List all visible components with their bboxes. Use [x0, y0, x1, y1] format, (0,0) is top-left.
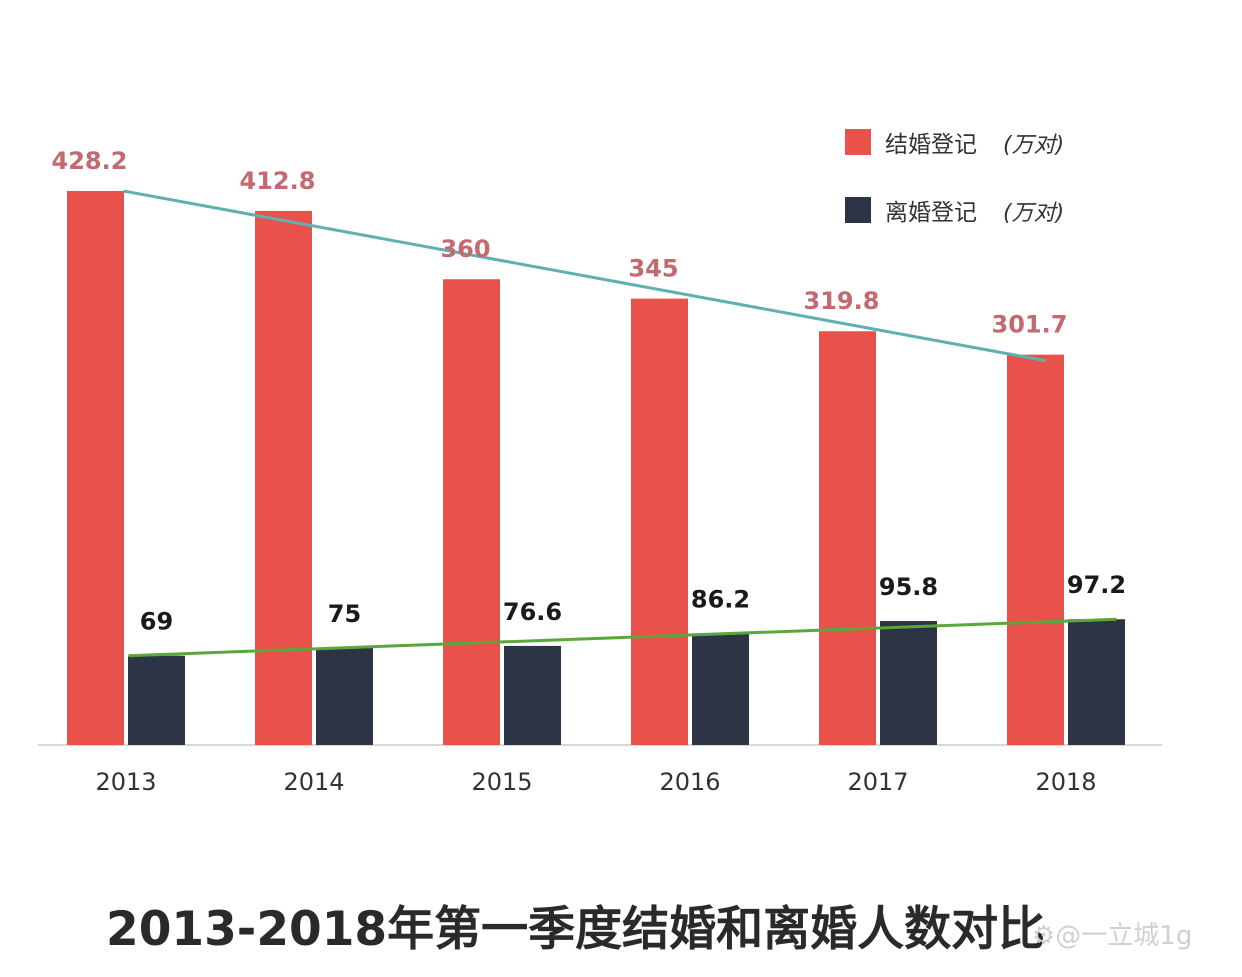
- value-label-marriage-2017: 319.8: [804, 287, 880, 315]
- value-labels-layer: 428.2 69 412.8 75 360 76.6 345 86.2 319.8 95.8 301…: [52, 147, 1127, 636]
- value-label-marriage-2013: 428.2: [52, 147, 128, 175]
- bar-marriage-2018: [1007, 354, 1064, 745]
- legend-unit-divorce: (万对): [1003, 201, 1064, 226]
- legend-swatch-divorce: [845, 197, 871, 223]
- bar-divorce-2016: [692, 633, 749, 745]
- bar-marriage-2013: [67, 191, 124, 745]
- trend-line-divorce: [128, 617, 1117, 658]
- trend-lines-layer: [123, 189, 1117, 658]
- watermark: ⚙@一立城1g: [1032, 921, 1192, 951]
- bar-marriage-2015: [443, 279, 500, 745]
- value-label-divorce-2015: 76.6: [503, 598, 562, 626]
- x-tick-label-2018: 2018: [1035, 768, 1096, 796]
- bar-divorce-2015: [504, 645, 561, 745]
- x-tick-label-2017: 2017: [847, 768, 908, 796]
- legend-swatch-marriage: [845, 129, 871, 155]
- x-tick-label-2013: 2013: [95, 768, 156, 796]
- bar-marriage-2014: [255, 210, 312, 746]
- value-label-marriage-2014: 412.8: [240, 167, 316, 195]
- legend-label-marriage: 结婚登记: [885, 132, 977, 158]
- bar-divorce-2018: [1068, 619, 1125, 745]
- bar-divorce-2013: [128, 655, 185, 745]
- value-label-divorce-2018: 97.2: [1067, 571, 1126, 599]
- chart-title: 2013-2018年第一季度结婚和离婚人数对比: [106, 902, 1045, 957]
- value-label-divorce-2016: 86.2: [691, 585, 750, 613]
- bar-divorce-2014: [316, 647, 373, 745]
- x-tick-label-2016: 2016: [659, 768, 720, 796]
- bar-divorce-2017: [880, 621, 937, 745]
- x-tick-label-2014: 2014: [283, 768, 344, 796]
- bar-marriage-2017: [819, 331, 876, 745]
- bar-marriage-2016: [631, 298, 688, 745]
- legend: 结婚登记 (万对) 离婚登记 (万对): [845, 129, 1064, 226]
- bars-layer: [67, 191, 1125, 746]
- value-label-divorce-2014: 75: [328, 600, 361, 628]
- value-label-divorce-2017: 95.8: [879, 573, 938, 601]
- x-tick-labels-layer: 2013 2014 2015 2016 2017 2018: [95, 768, 1096, 796]
- value-label-divorce-2013: 69: [140, 608, 173, 636]
- value-label-marriage-2016: 345: [628, 255, 678, 283]
- value-label-marriage-2015: 360: [440, 235, 490, 263]
- legend-label-divorce: 离婚登记: [885, 200, 977, 226]
- value-label-marriage-2018: 301.7: [992, 311, 1068, 339]
- legend-unit-marriage: (万对): [1003, 133, 1064, 158]
- x-tick-label-2015: 2015: [471, 768, 532, 796]
- trend-line-marriage: [123, 189, 1046, 363]
